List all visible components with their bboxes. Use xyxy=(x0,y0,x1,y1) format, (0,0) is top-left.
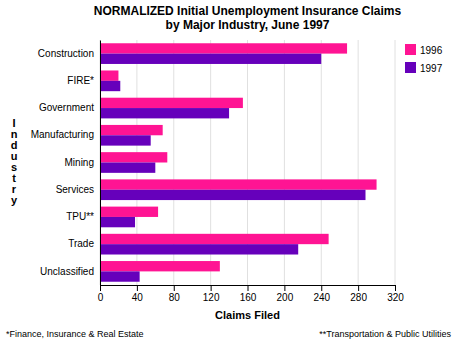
y-axis: Unclassified Trade TPU** Services Mining Manu… xyxy=(31,41,101,286)
footnote: **Transportation & Public Utilities xyxy=(319,329,451,339)
x-tick-label: 160 xyxy=(240,292,257,303)
y-tick: Unclassified xyxy=(40,266,94,277)
bar xyxy=(100,217,135,227)
bar xyxy=(100,70,118,80)
x-tick: 80 xyxy=(169,285,181,303)
y-tick: Manufacturing xyxy=(31,129,94,140)
bar xyxy=(100,244,298,254)
x-tick-mark xyxy=(174,285,175,291)
x-tick-label: 320 xyxy=(387,292,404,303)
bar xyxy=(100,207,158,217)
x-tick: 200 xyxy=(277,285,294,303)
grid-line xyxy=(358,40,359,285)
x-tick-label: 40 xyxy=(132,292,144,303)
x-tick: 120 xyxy=(203,285,220,303)
bar xyxy=(100,271,140,281)
bar xyxy=(100,152,167,162)
legend-label: 1996 xyxy=(420,45,443,56)
grid-line xyxy=(100,40,101,285)
y-tick-label: Manufacturing xyxy=(31,129,94,140)
bars xyxy=(100,43,377,281)
footnote: *Finance, Insurance & Real Estate xyxy=(6,329,144,339)
legend-item: 1996 xyxy=(405,44,443,56)
bar xyxy=(100,98,243,108)
x-tick: 240 xyxy=(313,285,330,303)
bar xyxy=(100,234,329,244)
x-tick-mark xyxy=(395,285,396,291)
bar xyxy=(100,163,155,173)
x-tick: 280 xyxy=(350,285,367,303)
y-tick-label: Unclassified xyxy=(40,266,94,277)
y-tick-label: Government xyxy=(39,102,94,113)
bar xyxy=(100,190,366,200)
x-tick-label: 280 xyxy=(350,292,367,303)
y-tick-label: FIRE* xyxy=(67,75,94,86)
y-tick: Services xyxy=(56,184,94,195)
x-tick-label: 200 xyxy=(277,292,294,303)
y-tick-label: Trade xyxy=(68,238,94,249)
x-tick-label: 240 xyxy=(313,292,330,303)
x-tick: 40 xyxy=(132,285,144,303)
x-tick: 0 xyxy=(98,285,104,303)
x-tick-mark xyxy=(321,285,322,291)
y-tick-label: Construction xyxy=(38,48,94,59)
x-tick-mark xyxy=(100,285,101,291)
title: NORMALIZED Initial Unemployment Insuranc… xyxy=(94,4,402,32)
bar xyxy=(100,179,377,189)
y-tick: FIRE* xyxy=(67,75,94,86)
bar xyxy=(100,108,229,118)
x-axis: 0 40 80 120 160 200 240 280 320 xyxy=(98,285,405,303)
x-axis-line xyxy=(101,286,396,292)
y-tick: Trade xyxy=(68,238,94,249)
bar xyxy=(100,261,220,271)
chart: 0 40 80 120 160 200 240 280 320 Unclassified Trade… xyxy=(0,0,457,343)
bar xyxy=(100,125,163,135)
bar xyxy=(100,81,120,91)
legend-swatch xyxy=(405,62,416,73)
x-tick-mark xyxy=(211,285,212,291)
x-tick-label: 120 xyxy=(203,292,220,303)
bar xyxy=(100,54,321,64)
y-tick-label: Services xyxy=(56,184,94,195)
grid-line xyxy=(395,40,396,285)
y-tick-label: TPU** xyxy=(66,211,94,222)
grid-line xyxy=(321,40,322,285)
x-tick-label: 80 xyxy=(169,292,181,303)
x-tick-mark xyxy=(248,285,249,291)
y-tick-label: Mining xyxy=(65,157,94,168)
x-label: Claims Filed xyxy=(215,309,280,321)
y-label: Industry xyxy=(11,117,18,206)
legend-swatch xyxy=(405,44,416,55)
y-tick: Mining xyxy=(65,157,94,168)
x-tick-mark xyxy=(358,285,359,291)
bar xyxy=(100,43,347,53)
y-tick: Government xyxy=(39,102,94,113)
legend-label: 1997 xyxy=(420,63,443,74)
x-tick: 320 xyxy=(387,285,404,303)
x-tick-label: 0 xyxy=(98,292,104,303)
x-tick-mark xyxy=(284,285,285,291)
x-tick-mark xyxy=(137,285,138,291)
x-tick: 160 xyxy=(240,285,257,303)
legend: 1996 1997 xyxy=(405,44,443,74)
y-tick: TPU** xyxy=(66,211,94,222)
plot: 0 40 80 120 160 200 240 280 320 Unclassified Trade… xyxy=(31,40,405,303)
bar xyxy=(100,135,151,145)
grid xyxy=(100,40,395,285)
y-axis-line xyxy=(100,41,101,286)
y-tick: Construction xyxy=(38,48,94,59)
legend-item: 1997 xyxy=(405,62,443,74)
